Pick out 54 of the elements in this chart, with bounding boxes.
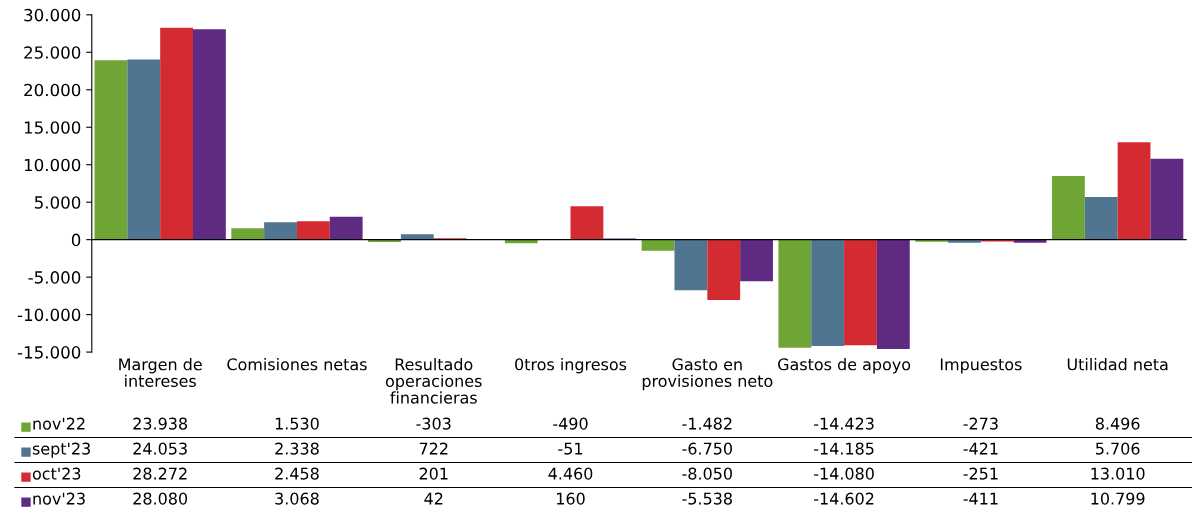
y-tick-label: 10.000 bbox=[24, 158, 81, 172]
x-tick-label: Utilidad neta bbox=[1067, 358, 1168, 371]
data-label: -6.750 bbox=[682, 442, 732, 455]
x-tick-label: Gasto en provisiones neto bbox=[642, 358, 773, 391]
x-tick-label: Impuestos bbox=[940, 358, 1022, 374]
data-label: -14.602 bbox=[814, 492, 874, 505]
data-label: -14.423 bbox=[814, 417, 874, 430]
y-tick-label: 0 bbox=[71, 233, 81, 247]
data-label: 2.458 bbox=[275, 467, 319, 480]
data-label: -421 bbox=[963, 442, 998, 455]
data-label: -411 bbox=[963, 492, 998, 505]
data-label: -8.050 bbox=[682, 467, 732, 480]
legend-label: nov'22 bbox=[33, 417, 85, 430]
data-label: -251 bbox=[963, 467, 998, 480]
y-tick-label: 30.000 bbox=[24, 8, 81, 22]
x-tick-label: 0tros ingresos bbox=[515, 358, 627, 374]
y-tick-label: -15.000 bbox=[17, 346, 81, 359]
legend-label: nov'23 bbox=[33, 492, 85, 505]
data-label: 4.460 bbox=[548, 467, 593, 480]
y-tick-label: -10.000 bbox=[17, 308, 81, 322]
data-label: 5.706 bbox=[1096, 442, 1140, 455]
data-label: 8.496 bbox=[1095, 417, 1140, 430]
data-label: -490 bbox=[553, 417, 588, 430]
data-label: 1.530 bbox=[275, 417, 319, 430]
data-label: 722 bbox=[419, 442, 448, 455]
y-tick-label: 15.000 bbox=[24, 121, 81, 134]
y-tick-label: 20.000 bbox=[24, 83, 81, 97]
data-label: 42 bbox=[424, 492, 443, 505]
data-label: -273 bbox=[963, 417, 998, 430]
data-label: 28.080 bbox=[133, 492, 188, 505]
y-tick-label: -5.000 bbox=[28, 271, 81, 284]
data-label: 3.068 bbox=[275, 492, 319, 505]
data-label: -5.538 bbox=[682, 492, 732, 505]
data-label: 13.010 bbox=[1091, 467, 1145, 480]
data-label: 160 bbox=[557, 492, 585, 505]
data-label: 24.053 bbox=[133, 442, 187, 455]
data-label: 28.272 bbox=[133, 467, 187, 480]
data-label: 2.338 bbox=[275, 442, 319, 455]
y-tick-label: 5.000 bbox=[34, 196, 81, 209]
x-tick-label: Margen de intereses bbox=[119, 358, 202, 388]
data-label: -14.185 bbox=[814, 442, 874, 455]
data-label: -303 bbox=[416, 417, 451, 430]
legend-label: oct'23 bbox=[32, 467, 81, 480]
y-tick-label: 25.000 bbox=[24, 46, 81, 59]
data-label: 23.938 bbox=[133, 417, 188, 430]
x-tick-label: Resultado operaciones financieras bbox=[385, 358, 482, 404]
data-label: -1.482 bbox=[682, 417, 732, 430]
legend-label: sept'23 bbox=[32, 442, 90, 458]
data-label: -14.080 bbox=[814, 467, 874, 480]
x-tick-label: Comisiones netas bbox=[227, 358, 367, 371]
data-label: -51 bbox=[558, 442, 583, 455]
data-label: 10.799 bbox=[1091, 492, 1145, 505]
x-tick-label: Gastos de apoyo bbox=[778, 358, 911, 374]
data-label: 201 bbox=[419, 467, 448, 480]
